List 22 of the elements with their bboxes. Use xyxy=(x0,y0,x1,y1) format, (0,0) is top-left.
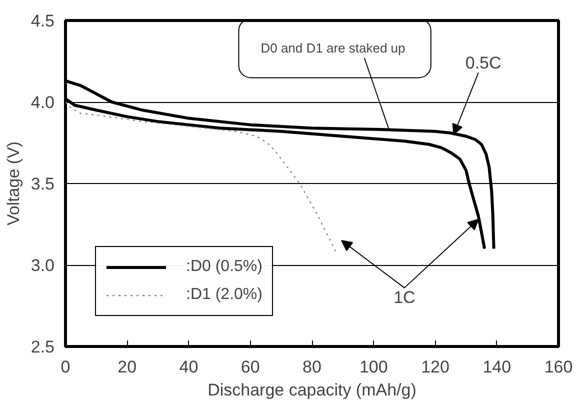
x-tick-label: 80 xyxy=(302,358,322,376)
annotation: 1C xyxy=(394,288,416,308)
legend-label: :D1 (2.0%) xyxy=(186,286,262,304)
y-tick-label: 4.5 xyxy=(30,12,55,30)
y-tick-label: 2.5 xyxy=(30,338,55,356)
annotation: D0 and D1 are staked up xyxy=(260,40,406,56)
line-series xyxy=(66,101,338,254)
annotation: 0.5C xyxy=(465,53,502,72)
y-tick-label: 4.0 xyxy=(30,93,55,112)
x-tick-label: 60 xyxy=(240,358,260,376)
y-axis-title: Voltage (V) xyxy=(4,141,23,226)
legend-label: :D0 (0.5%) xyxy=(186,258,262,276)
x-tick-label: 40 xyxy=(179,358,198,376)
x-axis-title: Discharge capacity (mAh/g) xyxy=(208,380,416,400)
x-tick-label: 120 xyxy=(421,358,450,376)
x-tick-label: 100 xyxy=(359,358,388,376)
y-tick-label: 3.0 xyxy=(30,256,55,275)
x-tick-label: 140 xyxy=(482,358,512,376)
y-tick-label: 3.5 xyxy=(30,174,55,194)
x-tick-label: 20 xyxy=(118,358,137,376)
x-tick-label: 0 xyxy=(60,358,70,376)
x-tick-label: 160 xyxy=(544,358,573,376)
